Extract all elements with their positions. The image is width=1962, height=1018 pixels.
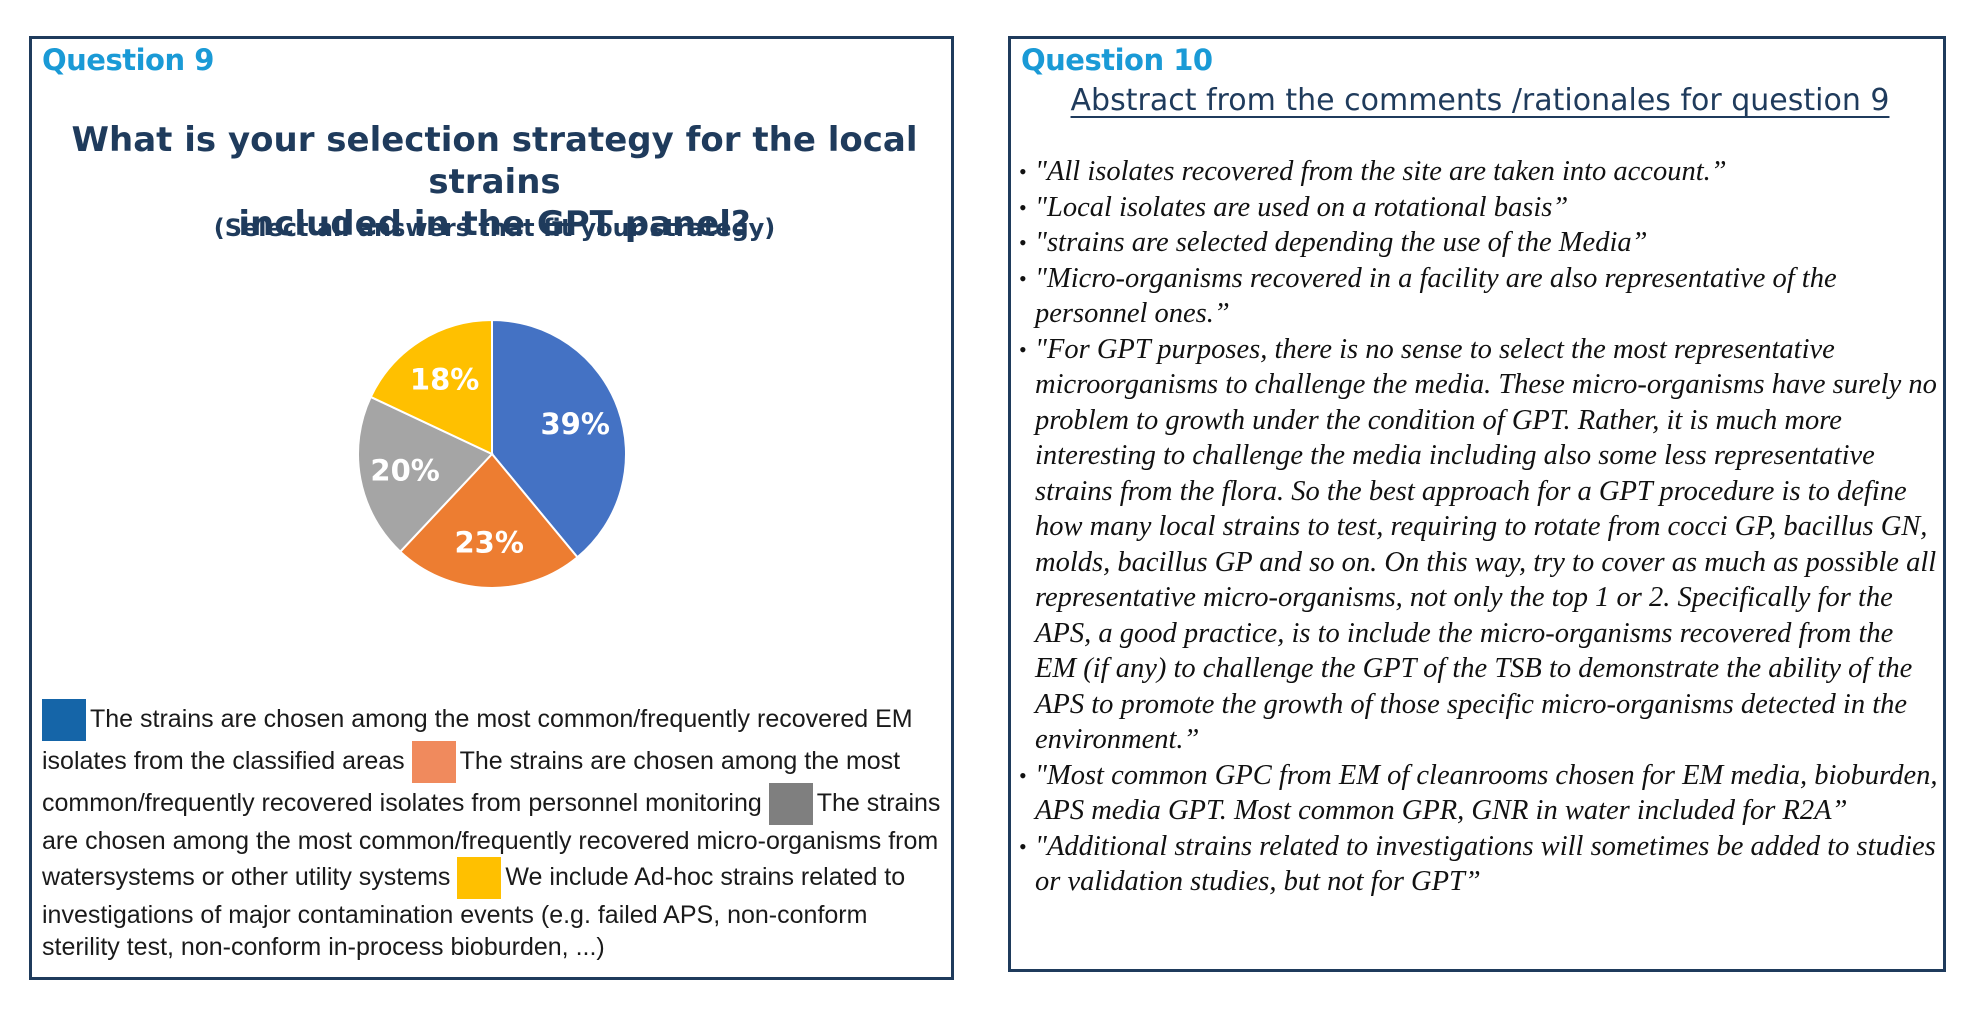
pie-slice-watersystems — [357, 395, 494, 554]
abstract-title-text: Abstract from the comments /rationales f… — [1070, 83, 1890, 118]
question-9-subtitle: (Select all answers that fit your strate… — [213, 214, 776, 242]
pie-data-label: 20% — [370, 454, 439, 488]
comment-item: "Additional strains related to investiga… — [1019, 829, 1939, 900]
pie-slice-em-areas — [491, 318, 627, 559]
question-10-label: Question 10 — [1021, 43, 1213, 77]
question-9-panel: Question 9 What is your selection strate… — [29, 36, 954, 980]
comments-list: "All isolates recovered from the site ar… — [1019, 154, 1939, 900]
pie-data-label: 39% — [541, 407, 610, 441]
pie-labels: 39% 23% 20% 18% — [370, 362, 610, 559]
question-9-title-line1: What is your selection strategy for the … — [71, 120, 918, 202]
question-9-title: What is your selection strategy for the … — [32, 119, 957, 245]
pie-slice-adhoc — [369, 318, 493, 456]
question-9-label: Question 9 — [42, 43, 214, 77]
legend-swatch-watersystems — [768, 783, 813, 825]
comment-item: "For GPT purposes, there is no sense to … — [1019, 332, 1939, 758]
abstract-title: Abstract from the comments /rationales f… — [1011, 83, 1949, 118]
question-9-title-line2: included in the GPT panel? — [238, 204, 751, 244]
pie-slice-personnel — [398, 452, 579, 589]
legend-swatch-personnel — [411, 741, 456, 783]
legend-text-em-areas: The strains are chosen among the most co… — [42, 705, 913, 775]
comment-item: "strains are selected depending the use … — [1019, 225, 1939, 261]
legend-text-watersystems: The strains are chosen among the most co… — [42, 789, 941, 891]
comment-item: "Most common GPC from EM of cleanrooms c… — [1019, 758, 1939, 829]
pie-slices — [357, 318, 627, 589]
legend-swatch-adhoc — [457, 857, 502, 899]
legend-swatch-em-areas — [42, 699, 86, 741]
comment-item: "Local isolates are used on a rotational… — [1019, 190, 1939, 226]
legend-text-adhoc: We include Ad-hoc strains related to inv… — [42, 863, 906, 961]
question-10-panel: Question 10 Abstract from the comments /… — [1008, 36, 1946, 972]
pie-data-label: 18% — [410, 362, 479, 396]
pie-chart: 39% 23% 20% 18% — [357, 318, 627, 589]
pie-data-label: 23% — [455, 525, 524, 559]
comment-item: "Micro-organisms recovered in a facility… — [1019, 261, 1939, 332]
comment-item: "All isolates recovered from the site ar… — [1019, 154, 1939, 190]
legend: The strains are chosen among the most co… — [42, 699, 947, 963]
legend-text-personnel: The strains are chosen among the most co… — [42, 747, 901, 817]
